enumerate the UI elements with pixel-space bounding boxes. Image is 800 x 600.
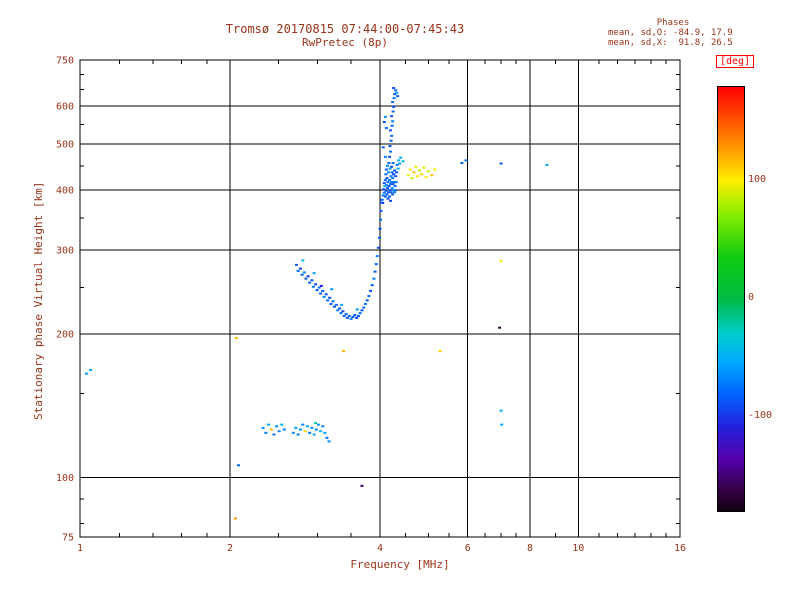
phases-mean-sd-o: mean, sd,O: -84.9, 17.9 xyxy=(608,28,733,38)
page-subtitle: RwPretec (8p) xyxy=(301,36,389,49)
svg-text:4: 4 xyxy=(377,543,383,554)
colorbar-tick-label: 100 xyxy=(748,174,767,186)
svg-text:300: 300 xyxy=(56,245,74,256)
colorbar xyxy=(717,86,745,512)
page-title: Tromsø 20170815 07:44:00-07:45:43 xyxy=(225,22,465,36)
colorbar-tick-label: -100 xyxy=(748,409,773,421)
phases-mean-sd-x: mean, sd,X: 91.8, 26.5 xyxy=(608,38,733,48)
svg-text:1: 1 xyxy=(77,543,83,554)
svg-text:400: 400 xyxy=(56,186,74,197)
svg-text:75: 75 xyxy=(62,533,74,544)
x-axis-label: Frequency [MHz] xyxy=(350,558,450,571)
svg-text:750: 750 xyxy=(56,56,74,67)
svg-text:100: 100 xyxy=(56,473,74,484)
svg-text:500: 500 xyxy=(56,139,74,150)
colorbar-units-badge: [deg] xyxy=(716,55,755,68)
svg-text:2: 2 xyxy=(227,543,233,554)
svg-text:200: 200 xyxy=(56,329,74,340)
svg-text:600: 600 xyxy=(56,102,74,113)
svg-text:8: 8 xyxy=(527,543,533,554)
phases-stats-title: Phases xyxy=(656,18,690,28)
colorbar-tick-label: 0 xyxy=(748,292,755,303)
svg-text:10: 10 xyxy=(572,543,584,554)
svg-text:16: 16 xyxy=(674,543,686,554)
svg-text:6: 6 xyxy=(465,543,471,554)
